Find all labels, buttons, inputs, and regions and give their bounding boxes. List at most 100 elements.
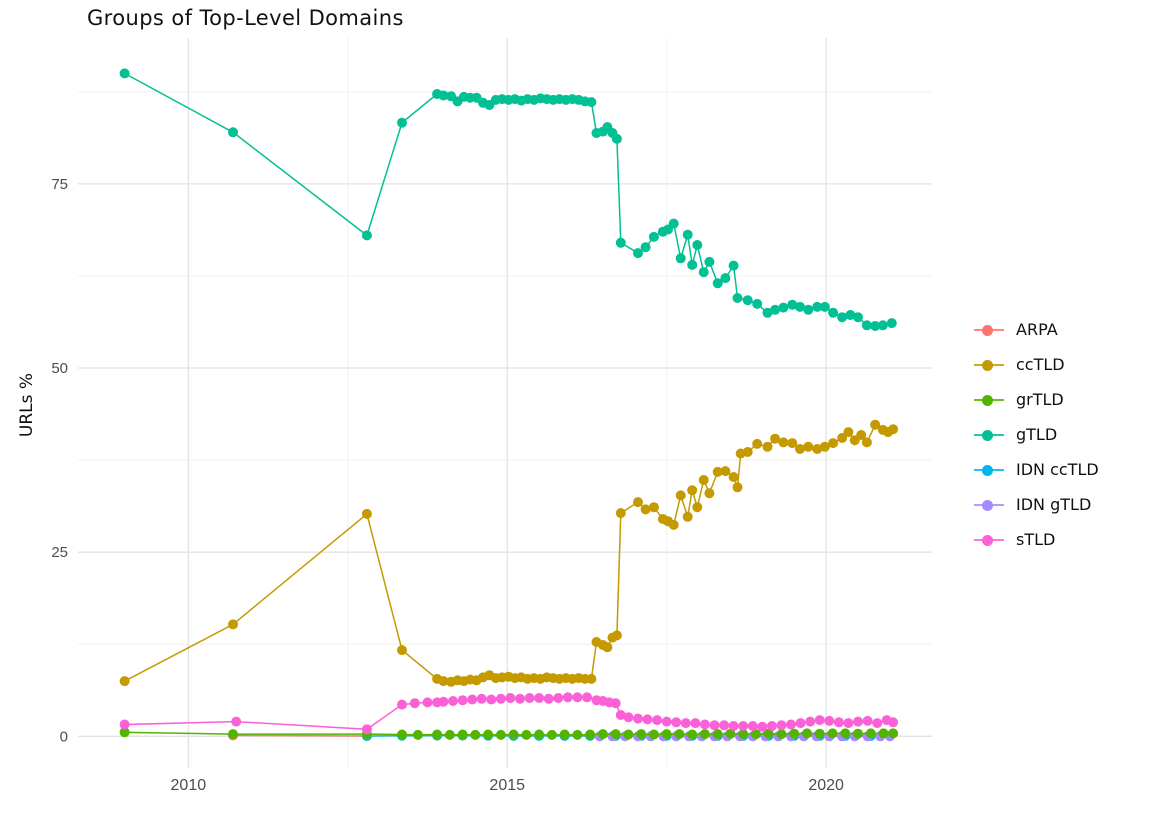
data-point-cctld (778, 437, 789, 448)
data-point-gtld (361, 230, 372, 241)
data-point-cctld (712, 466, 723, 477)
data-point-grtld (648, 729, 659, 740)
data-point-grtld (725, 728, 736, 739)
data-point-cctld (675, 490, 686, 501)
legend-item-arpa: ARPA (972, 312, 1099, 347)
data-point-cctld (870, 419, 881, 430)
legend-key-cctld-icon (972, 358, 1016, 372)
data-point-stld (652, 715, 663, 726)
legend-key-dot (982, 534, 993, 546)
legend-label-stld: sTLD (1016, 530, 1056, 549)
data-point-stld (814, 715, 825, 726)
data-point-gtld (795, 301, 805, 312)
data-point-stld (562, 692, 573, 703)
data-point-cctld (762, 441, 773, 452)
data-point-cctld (856, 430, 867, 440)
data-point-gtld (837, 312, 848, 323)
data-point-stld (534, 693, 545, 703)
data-point-grtld (865, 728, 876, 739)
data-point-grtld (738, 729, 749, 740)
series-cctld-line (124, 423, 894, 683)
data-point-cctld (843, 427, 854, 438)
data-point-grtld (597, 729, 608, 740)
data-point-cctld (648, 502, 659, 513)
data-point-gtld (228, 127, 238, 138)
data-point-gtld (720, 273, 731, 284)
data-point-cctld (812, 444, 823, 454)
data-point-grtld (432, 729, 443, 740)
data-point-stld (615, 710, 626, 720)
data-point-stld (843, 718, 854, 729)
data-point-cctld (633, 497, 643, 508)
data-point-grtld (661, 729, 672, 740)
data-point-gtld (742, 295, 753, 306)
data-point-grtld (444, 729, 455, 740)
data-point-gtld (870, 321, 881, 331)
data-point-grtld (495, 729, 506, 740)
legend-item-grtld: grTLD (972, 382, 1099, 417)
legend-key-dot (982, 394, 993, 406)
data-point-cctld (819, 441, 830, 452)
data-point-stld (824, 715, 835, 726)
data-point-gtld (787, 299, 798, 310)
data-point-gtld (648, 231, 659, 242)
data-point-stld (119, 719, 130, 730)
data-point-grtld (412, 729, 423, 740)
data-point-grtld (853, 728, 863, 739)
data-point-cctld (720, 466, 731, 477)
data-point-grtld (840, 728, 851, 739)
data-point-stld (680, 718, 691, 729)
data-point-stld (553, 693, 564, 703)
x-tick-label: 2015 (489, 777, 525, 794)
data-point-gtld (853, 312, 863, 323)
legend-key-idn-cctld-icon (972, 463, 1016, 477)
data-point-grtld (878, 728, 889, 739)
data-point-grtld (572, 729, 583, 740)
data-point-grtld (776, 729, 787, 740)
data-point-gtld (861, 320, 872, 331)
data-point-gtld (732, 293, 743, 303)
legend-label-cctld: ccTLD (1016, 355, 1065, 374)
data-point-gtld (712, 278, 723, 289)
data-point-stld (661, 716, 672, 727)
data-point-cctld (602, 642, 613, 653)
data-point-gtld (438, 90, 449, 101)
data-point-cctld (770, 433, 781, 444)
data-point-grtld (712, 729, 723, 740)
data-point-stld (738, 721, 749, 731)
series-grtld-points (119, 727, 899, 740)
data-point-stld (888, 717, 899, 728)
data-point-stld (438, 696, 449, 707)
data-point-stld (776, 720, 787, 731)
data-point-stld (409, 698, 420, 709)
data-point-cctld (692, 502, 703, 513)
data-point-grtld (397, 729, 407, 740)
data-point-stld (757, 721, 768, 732)
data-point-stld (524, 693, 535, 703)
data-point-gtld (611, 133, 622, 144)
data-point-cctld (732, 482, 743, 493)
data-point-stld (486, 694, 497, 705)
data-point-stld (709, 720, 720, 731)
data-point-cctld (438, 676, 449, 687)
data-point-stld (805, 716, 816, 727)
data-point-gtld (615, 237, 626, 248)
data-point-cctld (861, 437, 872, 448)
y-tick-label: 75 (51, 176, 68, 193)
data-point-stld (448, 696, 458, 706)
data-point-cctld (787, 438, 798, 449)
data-point-gtld (778, 302, 789, 313)
legend-label-idn-cctld: IDN ccTLD (1016, 460, 1099, 479)
legend-item-idn-cctld: IDN ccTLD (972, 452, 1099, 487)
data-point-stld (633, 713, 643, 724)
data-point-stld (862, 715, 873, 726)
data-point-cctld (828, 438, 839, 449)
legend-key-dot (982, 324, 993, 336)
legend-label-grtld: grTLD (1016, 390, 1064, 409)
y-tick-label: 50 (51, 360, 68, 377)
data-point-grtld (483, 729, 494, 740)
legend-key-dot (982, 499, 993, 511)
data-point-stld (671, 717, 682, 728)
data-point-cctld (795, 444, 805, 454)
series-gtld-points (119, 68, 897, 331)
